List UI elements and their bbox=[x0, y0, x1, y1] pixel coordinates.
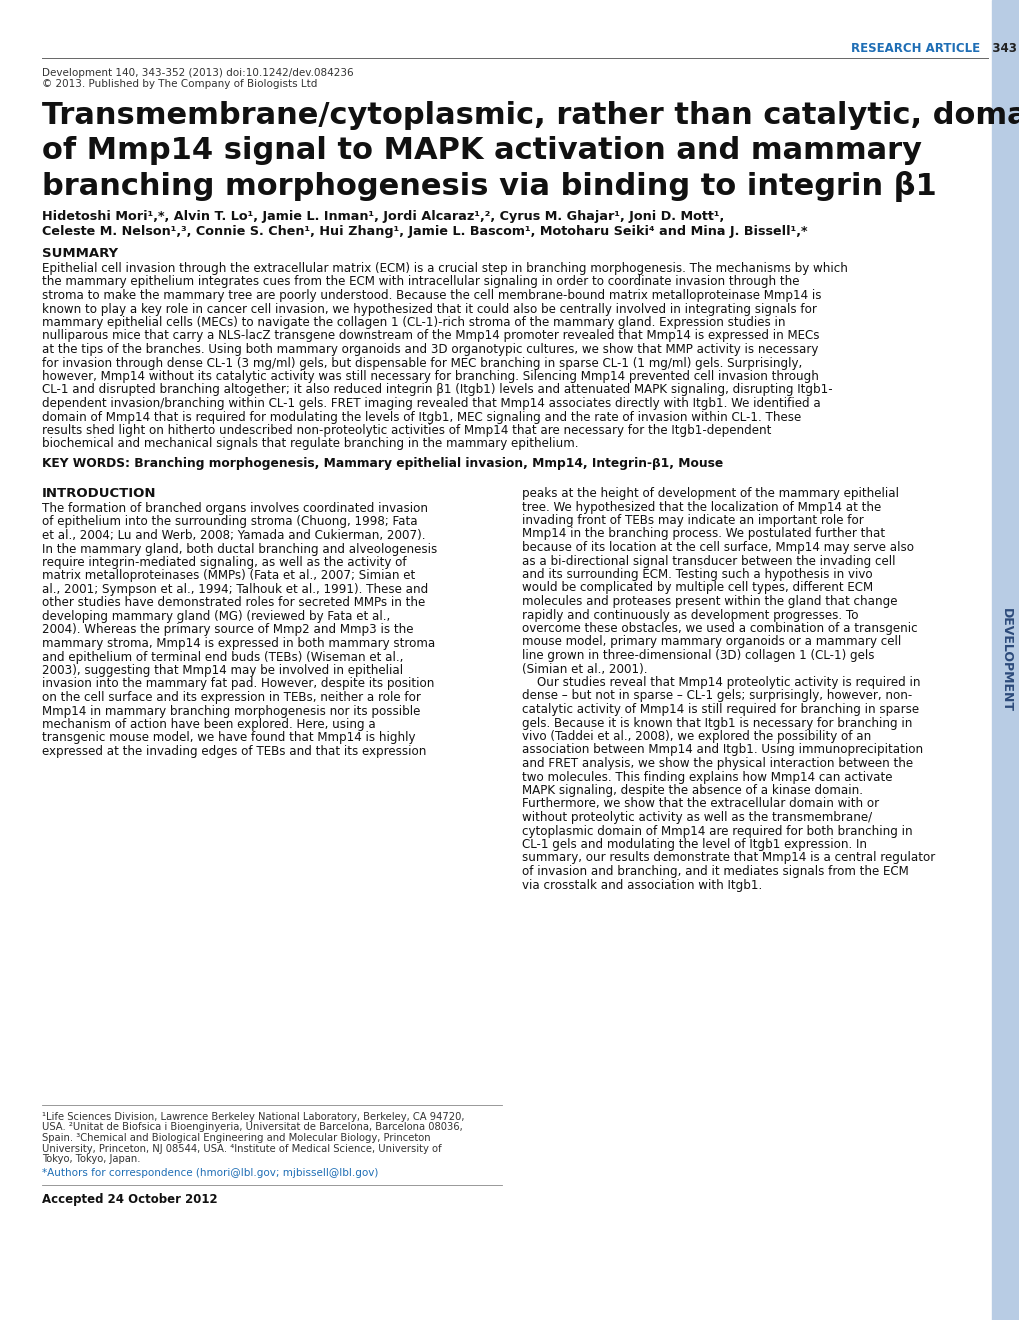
Text: because of its location at the cell surface, Mmp14 may serve also: because of its location at the cell surf… bbox=[522, 541, 913, 554]
Text: of invasion and branching, and it mediates signals from the ECM: of invasion and branching, and it mediat… bbox=[522, 865, 908, 878]
Text: line grown in three-dimensional (3D) collagen 1 (CL-1) gels: line grown in three-dimensional (3D) col… bbox=[522, 649, 873, 663]
Bar bbox=[991, 0, 1019, 1320]
Text: overcome these obstacles, we used a combination of a transgenic: overcome these obstacles, we used a comb… bbox=[522, 622, 917, 635]
Text: invading front of TEBs may indicate an important role for: invading front of TEBs may indicate an i… bbox=[522, 513, 863, 527]
Text: Furthermore, we show that the extracellular domain with or: Furthermore, we show that the extracellu… bbox=[522, 797, 878, 810]
Text: Accepted 24 October 2012: Accepted 24 October 2012 bbox=[42, 1192, 217, 1205]
Text: association between Mmp14 and Itgb1. Using immunoprecipitation: association between Mmp14 and Itgb1. Usi… bbox=[522, 743, 922, 756]
Text: via crosstalk and association with Itgb1.: via crosstalk and association with Itgb1… bbox=[522, 879, 761, 891]
Text: Development 140, 343-352 (2013) doi:10.1242/dev.084236: Development 140, 343-352 (2013) doi:10.1… bbox=[42, 69, 354, 78]
Text: would be complicated by multiple cell types, different ECM: would be complicated by multiple cell ty… bbox=[522, 582, 872, 594]
Text: mammary epithelial cells (MECs) to navigate the collagen 1 (CL-1)-rich stroma of: mammary epithelial cells (MECs) to navig… bbox=[42, 315, 785, 329]
Text: biochemical and mechanical signals that regulate branching in the mammary epithe: biochemical and mechanical signals that … bbox=[42, 437, 578, 450]
Text: et al., 2004; Lu and Werb, 2008; Yamada and Cukierman, 2007).: et al., 2004; Lu and Werb, 2008; Yamada … bbox=[42, 529, 425, 543]
Text: at the tips of the branches. Using both mammary organoids and 3D organotypic cul: at the tips of the branches. Using both … bbox=[42, 343, 817, 356]
Text: without proteolytic activity as well as the transmembrane/: without proteolytic activity as well as … bbox=[522, 810, 871, 824]
Text: University, Princeton, NJ 08544, USA. ⁴Institute of Medical Science, University : University, Princeton, NJ 08544, USA. ⁴I… bbox=[42, 1143, 441, 1154]
Text: 2003), suggesting that Mmp14 may be involved in epithelial: 2003), suggesting that Mmp14 may be invo… bbox=[42, 664, 403, 677]
Text: mouse model, primary mammary organoids or a mammary cell: mouse model, primary mammary organoids o… bbox=[522, 635, 901, 648]
Text: Hidetoshi Mori¹,*, Alvin T. Lo¹, Jamie L. Inman¹, Jordi Alcaraz¹,², Cyrus M. Gha: Hidetoshi Mori¹,*, Alvin T. Lo¹, Jamie L… bbox=[42, 210, 723, 223]
Text: transgenic mouse model, we have found that Mmp14 is highly: transgenic mouse model, we have found th… bbox=[42, 731, 415, 744]
Text: *Authors for correspondence (hmori@lbl.gov; mjbissell@lbl.gov): *Authors for correspondence (hmori@lbl.g… bbox=[42, 1168, 378, 1179]
Text: © 2013. Published by The Company of Biologists Ltd: © 2013. Published by The Company of Biol… bbox=[42, 79, 317, 88]
Text: USA. ²Unitat de Biofsica i Bioenginyeria, Universitat de Barcelona, Barcelona 08: USA. ²Unitat de Biofsica i Bioenginyeria… bbox=[42, 1122, 463, 1133]
Text: stroma to make the mammary tree are poorly understood. Because the cell membrane: stroma to make the mammary tree are poor… bbox=[42, 289, 820, 302]
Text: results shed light on hitherto undescribed non-proteolytic activities of Mmp14 t: results shed light on hitherto undescrib… bbox=[42, 424, 770, 437]
Text: branching morphogenesis via binding to integrin β1: branching morphogenesis via binding to i… bbox=[42, 172, 935, 202]
Text: summary, our results demonstrate that Mmp14 is a central regulator: summary, our results demonstrate that Mm… bbox=[522, 851, 934, 865]
Text: (Simian et al., 2001).: (Simian et al., 2001). bbox=[522, 663, 647, 676]
Text: ¹Life Sciences Division, Lawrence Berkeley National Laboratory, Berkeley, CA 947: ¹Life Sciences Division, Lawrence Berkel… bbox=[42, 1111, 464, 1122]
Text: however, Mmp14 without its catalytic activity was still necessary for branching.: however, Mmp14 without its catalytic act… bbox=[42, 370, 818, 383]
Text: catalytic activity of Mmp14 is still required for branching in sparse: catalytic activity of Mmp14 is still req… bbox=[522, 704, 918, 715]
Text: invasion into the mammary fat pad. However, despite its position: invasion into the mammary fat pad. Howev… bbox=[42, 677, 434, 690]
Text: gels. Because it is known that Itgb1 is necessary for branching in: gels. Because it is known that Itgb1 is … bbox=[522, 717, 911, 730]
Text: Tokyo, Tokyo, Japan.: Tokyo, Tokyo, Japan. bbox=[42, 1154, 141, 1164]
Text: vivo (Taddei et al., 2008), we explored the possibility of an: vivo (Taddei et al., 2008), we explored … bbox=[522, 730, 870, 743]
Text: the mammary epithelium integrates cues from the ECM with intracellular signaling: the mammary epithelium integrates cues f… bbox=[42, 276, 799, 289]
Text: require integrin-mediated signaling, as well as the activity of: require integrin-mediated signaling, as … bbox=[42, 556, 407, 569]
Text: MAPK signaling, despite the absence of a kinase domain.: MAPK signaling, despite the absence of a… bbox=[522, 784, 862, 797]
Text: known to play a key role in cancer cell invasion, we hypothesized that it could : known to play a key role in cancer cell … bbox=[42, 302, 816, 315]
Text: RESEARCH ARTICLE: RESEARCH ARTICLE bbox=[850, 41, 979, 54]
Text: Spain. ³Chemical and Biological Engineering and Molecular Biology, Princeton: Spain. ³Chemical and Biological Engineer… bbox=[42, 1133, 430, 1143]
Text: of Mmp14 signal to MAPK activation and mammary: of Mmp14 signal to MAPK activation and m… bbox=[42, 136, 921, 165]
Text: KEY WORDS: Branching morphogenesis, Mammary epithelial invasion, Mmp14, Integrin: KEY WORDS: Branching morphogenesis, Mamm… bbox=[42, 457, 722, 470]
Text: rapidly and continuously as development progresses. To: rapidly and continuously as development … bbox=[522, 609, 858, 622]
Text: as a bi-directional signal transducer between the invading cell: as a bi-directional signal transducer be… bbox=[522, 554, 895, 568]
Text: for invasion through dense CL-1 (3 mg/ml) gels, but dispensable for MEC branchin: for invasion through dense CL-1 (3 mg/ml… bbox=[42, 356, 802, 370]
Text: dependent invasion/branching within CL-1 gels. FRET imaging revealed that Mmp14 : dependent invasion/branching within CL-1… bbox=[42, 397, 820, 411]
Text: Mmp14 in mammary branching morphogenesis nor its possible: Mmp14 in mammary branching morphogenesis… bbox=[42, 705, 420, 718]
Text: dense – but not in sparse – CL-1 gels; surprisingly, however, non-: dense – but not in sparse – CL-1 gels; s… bbox=[522, 689, 911, 702]
Text: Mmp14 in the branching process. We postulated further that: Mmp14 in the branching process. We postu… bbox=[522, 528, 884, 540]
Text: SUMMARY: SUMMARY bbox=[42, 247, 118, 260]
Text: 2004). Whereas the primary source of Mmp2 and Mmp3 is the: 2004). Whereas the primary source of Mmp… bbox=[42, 623, 413, 636]
Text: other studies have demonstrated roles for secreted MMPs in the: other studies have demonstrated roles fo… bbox=[42, 597, 425, 610]
Text: cytoplasmic domain of Mmp14 are required for both branching in: cytoplasmic domain of Mmp14 are required… bbox=[522, 825, 912, 837]
Text: mechanism of action have been explored. Here, using a: mechanism of action have been explored. … bbox=[42, 718, 375, 731]
Text: matrix metalloproteinases (MMPs) (Fata et al., 2007; Simian et: matrix metalloproteinases (MMPs) (Fata e… bbox=[42, 569, 415, 582]
Text: and epithelium of terminal end buds (TEBs) (Wiseman et al.,: and epithelium of terminal end buds (TEB… bbox=[42, 651, 403, 664]
Text: CL-1 gels and modulating the level of Itgb1 expression. In: CL-1 gels and modulating the level of It… bbox=[522, 838, 866, 851]
Text: The formation of branched organs involves coordinated invasion: The formation of branched organs involve… bbox=[42, 502, 428, 515]
Text: developing mammary gland (MG) (reviewed by Fata et al.,: developing mammary gland (MG) (reviewed … bbox=[42, 610, 390, 623]
Text: of epithelium into the surrounding stroma (Chuong, 1998; Fata: of epithelium into the surrounding strom… bbox=[42, 516, 417, 528]
Text: on the cell surface and its expression in TEBs, neither a role for: on the cell surface and its expression i… bbox=[42, 690, 421, 704]
Text: DEVELOPMENT: DEVELOPMENT bbox=[999, 609, 1012, 711]
Text: molecules and proteases present within the gland that change: molecules and proteases present within t… bbox=[522, 595, 897, 609]
Text: Celeste M. Nelson¹,³, Connie S. Chen¹, Hui Zhang¹, Jamie L. Bascom¹, Motoharu Se: Celeste M. Nelson¹,³, Connie S. Chen¹, H… bbox=[42, 224, 807, 238]
Text: domain of Mmp14 that is required for modulating the levels of Itgb1, MEC signali: domain of Mmp14 that is required for mod… bbox=[42, 411, 801, 424]
Text: CL-1 and disrupted branching altogether; it also reduced integrin β1 (Itgb1) lev: CL-1 and disrupted branching altogether;… bbox=[42, 384, 832, 396]
Text: INTRODUCTION: INTRODUCTION bbox=[42, 487, 156, 500]
Text: two molecules. This finding explains how Mmp14 can activate: two molecules. This finding explains how… bbox=[522, 771, 892, 784]
Text: 343: 343 bbox=[979, 41, 1016, 54]
Text: Our studies reveal that Mmp14 proteolytic activity is required in: Our studies reveal that Mmp14 proteolyti… bbox=[522, 676, 919, 689]
Text: Epithelial cell invasion through the extracellular matrix (ECM) is a crucial ste: Epithelial cell invasion through the ext… bbox=[42, 261, 847, 275]
Text: In the mammary gland, both ductal branching and alveologenesis: In the mammary gland, both ductal branch… bbox=[42, 543, 437, 556]
Text: mammary stroma, Mmp14 is expressed in both mammary stroma: mammary stroma, Mmp14 is expressed in bo… bbox=[42, 638, 435, 649]
Text: tree. We hypothesized that the localization of Mmp14 at the: tree. We hypothesized that the localizat… bbox=[522, 500, 880, 513]
Text: and FRET analysis, we show the physical interaction between the: and FRET analysis, we show the physical … bbox=[522, 756, 912, 770]
Text: al., 2001; Sympson et al., 1994; Talhouk et al., 1991). These and: al., 2001; Sympson et al., 1994; Talhouk… bbox=[42, 583, 428, 597]
Text: Transmembrane/cytoplasmic, rather than catalytic, domains: Transmembrane/cytoplasmic, rather than c… bbox=[42, 102, 1019, 129]
Text: expressed at the invading edges of TEBs and that its expression: expressed at the invading edges of TEBs … bbox=[42, 744, 426, 758]
Text: and its surrounding ECM. Testing such a hypothesis in vivo: and its surrounding ECM. Testing such a … bbox=[522, 568, 872, 581]
Text: peaks at the height of development of the mammary epithelial: peaks at the height of development of th… bbox=[522, 487, 898, 500]
Text: nulliparous mice that carry a NLS-lacZ transgene downstream of the Mmp14 promote: nulliparous mice that carry a NLS-lacZ t… bbox=[42, 330, 818, 342]
